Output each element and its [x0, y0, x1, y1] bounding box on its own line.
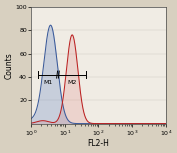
Text: M1: M1	[43, 80, 53, 85]
Y-axis label: Counts: Counts	[5, 52, 14, 79]
X-axis label: FL2-H: FL2-H	[87, 139, 109, 148]
Text: M2: M2	[67, 80, 76, 85]
